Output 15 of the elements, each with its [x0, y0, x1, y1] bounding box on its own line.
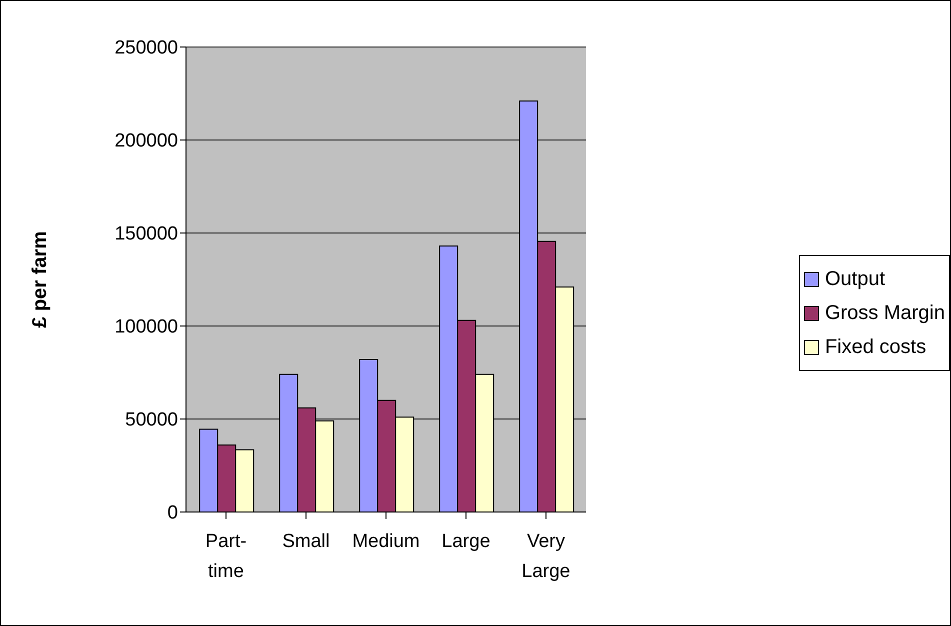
- x-tick-label: Very Large: [522, 531, 570, 582]
- y-tick-label: 200000: [114, 130, 178, 152]
- x-tick-label: Large: [442, 531, 490, 552]
- x-tick-label: Small: [282, 531, 330, 552]
- y-tick-label: 50000: [125, 410, 178, 431]
- legend-label: Gross Margin: [824, 302, 945, 324]
- y-axis-title: £ per farm: [29, 231, 52, 328]
- x-tick-label: Medium: [352, 531, 420, 552]
- y-tick-label: 250000: [114, 38, 178, 59]
- legend-label: Fixed costs: [824, 336, 926, 358]
- y-tick-label: 0: [167, 502, 178, 524]
- x-tick-label: Part-time: [205, 531, 247, 582]
- y-tick-label: 100000: [114, 316, 178, 338]
- y-tick-label: 150000: [114, 224, 178, 245]
- legend-label: Output: [824, 268, 886, 290]
